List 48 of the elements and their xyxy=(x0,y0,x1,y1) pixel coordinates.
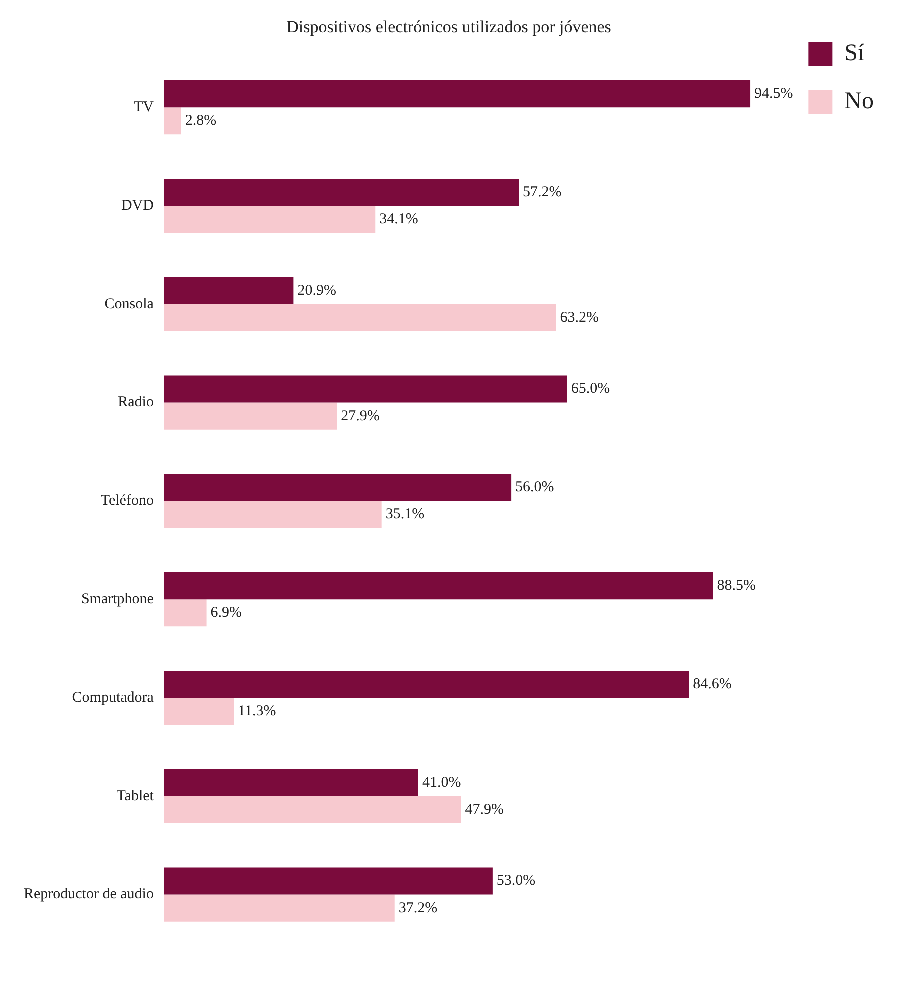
bar xyxy=(164,572,714,600)
chart-title: Dispositivos electrónicos utilizados por jóvenes xyxy=(286,18,612,37)
bar xyxy=(164,698,234,726)
y-tick-label: DVD xyxy=(121,198,154,214)
data-label: 57.2% xyxy=(523,184,562,200)
data-label: 37.2% xyxy=(398,900,438,916)
data-label: 53.0% xyxy=(496,873,536,890)
bar xyxy=(164,600,207,627)
data-label: 20.9% xyxy=(298,282,336,299)
data-label: 2.8% xyxy=(185,113,217,130)
bar xyxy=(164,108,182,135)
bar xyxy=(164,670,690,698)
data-label: 34.1% xyxy=(380,211,418,228)
bar xyxy=(164,796,462,824)
data-label: 94.5% xyxy=(754,86,794,102)
bar xyxy=(164,769,418,796)
bar xyxy=(164,206,376,234)
data-label: 41.0% xyxy=(422,774,462,791)
data-label: 47.9% xyxy=(465,802,504,818)
bar xyxy=(164,501,382,528)
bar xyxy=(164,474,512,502)
legend-label: Sí xyxy=(844,40,866,66)
data-label: 65.0% xyxy=(571,381,610,398)
y-tick-label: TV xyxy=(134,100,154,116)
bar xyxy=(164,80,751,108)
data-label: 88.5% xyxy=(717,578,756,594)
y-tick-label: Reproductor de audio xyxy=(24,886,154,903)
data-label: 11.3% xyxy=(238,703,276,720)
data-label: 27.9% xyxy=(341,408,380,424)
bar xyxy=(164,894,395,922)
data-label: 84.6% xyxy=(693,676,732,692)
bar xyxy=(164,868,493,895)
data-label: 63.2% xyxy=(560,310,599,326)
y-tick-label: Teléfono xyxy=(100,493,154,510)
bar xyxy=(164,277,294,304)
data-label: 56.0% xyxy=(516,480,554,496)
data-label: 6.9% xyxy=(210,605,242,622)
y-tick-label: Consola xyxy=(104,296,154,312)
bar xyxy=(164,402,338,430)
data-label: 35.1% xyxy=(386,506,425,523)
y-tick-label: Smartphone xyxy=(81,592,154,608)
y-tick-label: Radio xyxy=(118,394,154,411)
legend-label: No xyxy=(844,88,874,114)
y-tick-label: Computadora xyxy=(72,690,154,706)
bar xyxy=(164,178,520,206)
bar xyxy=(164,376,568,403)
bar xyxy=(164,304,556,332)
y-tick-label: Tablet xyxy=(116,788,155,804)
